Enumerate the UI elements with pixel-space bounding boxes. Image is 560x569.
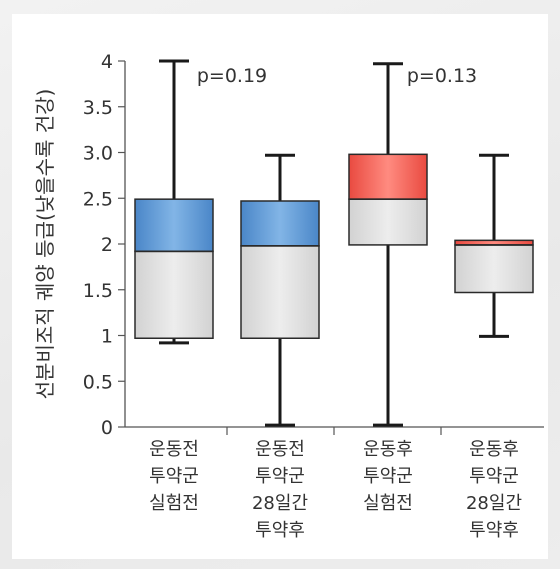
x-category-label: 투약후 <box>255 520 305 541</box>
y-tick-label: 3.0 <box>83 143 113 165</box>
boxplot-chart: 4 3.5 3.0 2.5 2 1.5 1 0.5 0 선분비조직 궤양 등급(낮을수록 건강) 운… <box>33 51 544 541</box>
x-category-label: 운동전 <box>149 439 199 460</box>
y-tick-label: 2 <box>101 234 113 256</box>
x-category-label: 투약후 <box>469 520 519 541</box>
box-upper <box>240 200 320 247</box>
x-category-label: 28일간 <box>252 493 308 514</box>
x-category-label: 운동후 <box>469 439 519 460</box>
p-value-annotation: p=0.13 <box>407 65 477 87</box>
y-tick-label: 2.5 <box>83 188 113 210</box>
p-value-annotation: p=0.19 <box>197 65 267 87</box>
box-lower <box>348 198 428 246</box>
x-category-label: 실험전 <box>149 493 199 514</box>
y-tick-label: 0 <box>101 417 113 439</box>
y-tick-label: 4 <box>101 51 113 73</box>
box-lower <box>134 250 214 339</box>
box-upper <box>134 198 214 253</box>
chart-panel: 4 3.5 3.0 2.5 2 1.5 1 0.5 0 선분비조직 궤양 등급(낮을수록 건강) 운… <box>12 14 548 559</box>
y-tick-label: 0.5 <box>83 371 113 393</box>
x-category-label: 운동후 <box>363 439 413 460</box>
x-category-label: 투약군 <box>149 466 199 487</box>
box-lower <box>454 244 534 294</box>
box-upper <box>348 153 428 200</box>
x-category-label: 투약군 <box>363 466 413 487</box>
y-axis-title: 선분비조직 궤양 등급(낮을수록 건강) <box>33 89 57 400</box>
box-lower <box>240 245 320 339</box>
x-category-label: 28일간 <box>466 493 522 514</box>
x-category-label: 운동전 <box>255 439 305 460</box>
y-tick-label: 1 <box>101 326 113 348</box>
x-category-label: 투약군 <box>469 466 519 487</box>
x-category-label: 실험전 <box>363 493 413 514</box>
y-tick-label: 3.5 <box>83 97 113 119</box>
y-tick-label: 1.5 <box>83 280 113 302</box>
x-category-label: 투약군 <box>255 466 305 487</box>
